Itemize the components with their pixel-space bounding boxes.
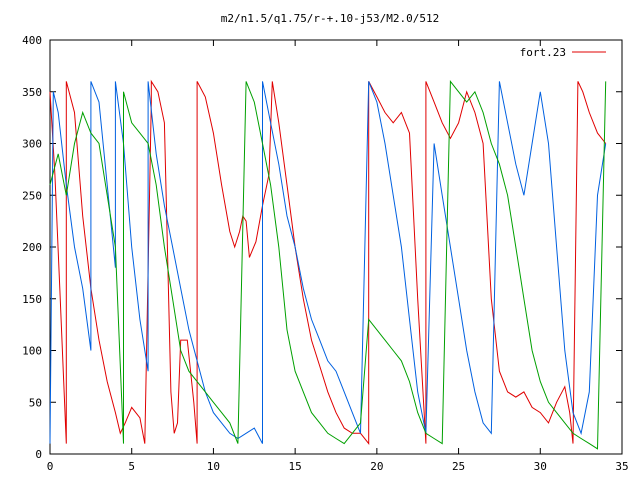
y-tick-label: 50 bbox=[29, 396, 42, 409]
y-tick-label: 250 bbox=[22, 189, 42, 202]
series-line-1 bbox=[49, 79, 607, 446]
legend: fort.23 bbox=[520, 46, 606, 59]
chart-title: m2/n1.5/q1.75/r-+.10-j53/M2.0/512 bbox=[221, 12, 440, 25]
y-tick-label: 400 bbox=[22, 34, 42, 47]
x-tick-label: 35 bbox=[615, 460, 628, 473]
x-tick-label: 25 bbox=[452, 460, 465, 473]
x-tick-label: 0 bbox=[47, 460, 54, 473]
x-tick-label: 10 bbox=[207, 460, 220, 473]
y-tick-label: 150 bbox=[22, 293, 42, 306]
legend-label: fort.23 bbox=[520, 46, 566, 59]
y-tick-label: 0 bbox=[35, 448, 42, 461]
x-tick-label: 5 bbox=[128, 460, 135, 473]
series-layer bbox=[49, 79, 607, 450]
x-tick-label: 20 bbox=[370, 460, 383, 473]
plot-frame bbox=[49, 39, 623, 455]
x-tick-label: 15 bbox=[289, 460, 302, 473]
plot-border bbox=[49, 39, 623, 455]
series-line-2 bbox=[49, 81, 607, 444]
series-line-3 bbox=[49, 79, 607, 450]
y-tick-label: 200 bbox=[22, 241, 42, 254]
y-tick-label: 350 bbox=[22, 86, 42, 99]
x-tick-label: 30 bbox=[534, 460, 547, 473]
y-tick-label: 100 bbox=[22, 345, 42, 358]
y-tick-label: 300 bbox=[22, 138, 42, 151]
